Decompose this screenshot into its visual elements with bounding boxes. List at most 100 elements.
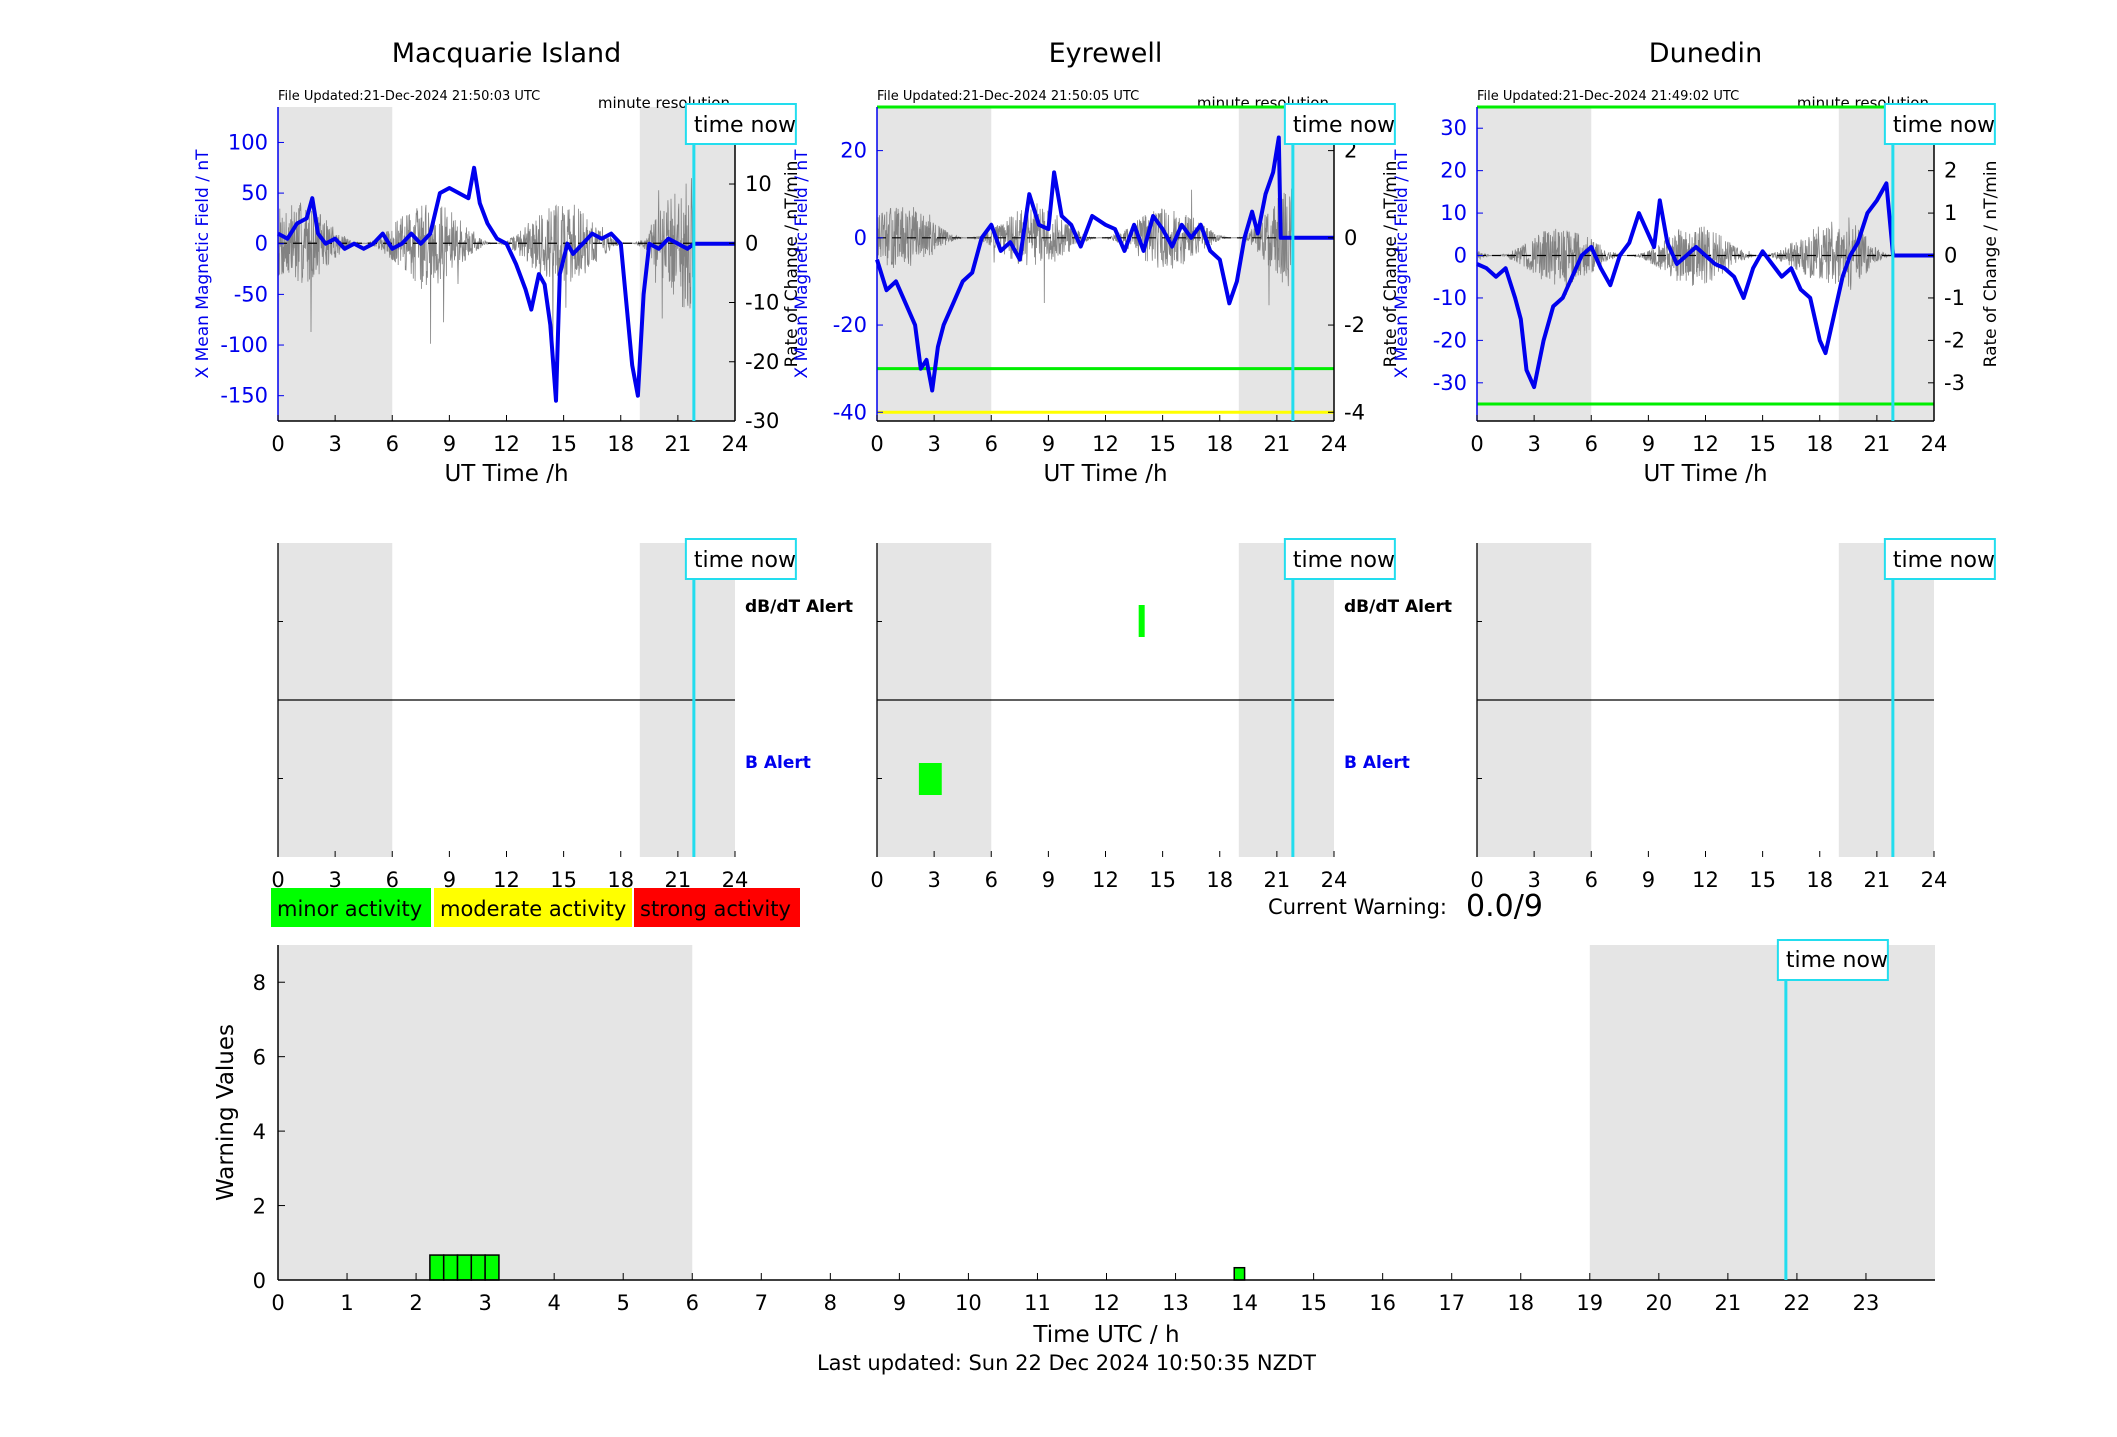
alert-x-tick-label: 12: [1692, 868, 1719, 892]
x-tick-label: 18: [1806, 432, 1833, 456]
alert-x-tick-label: 21: [1264, 868, 1291, 892]
alert-x-tick-label: 18: [1206, 868, 1233, 892]
y-tick-label-right: 0: [745, 231, 758, 255]
x-tick-label: 24: [1321, 432, 1348, 456]
x-tick-label: 24: [1921, 432, 1948, 456]
y-axis-label-right: Rate of Change / nT/min: [1381, 161, 1401, 368]
y-tick-label-left: 0: [255, 232, 268, 256]
night-band: [1838, 107, 1934, 421]
bottom-x-tick-label: 19: [1576, 1291, 1603, 1315]
bottom-x-tick-label: 21: [1715, 1291, 1742, 1315]
field-series: [277, 165, 735, 403]
y-tick-label-left: -30: [1433, 371, 1467, 395]
x-tick-label: 0: [271, 432, 284, 456]
legend-minor-label: minor activity: [277, 897, 422, 921]
x-tick-label: 12: [1092, 432, 1119, 456]
bottom-x-tick-label: 20: [1645, 1291, 1672, 1315]
x-axis-label: UT Time /h: [1643, 461, 1767, 487]
alert-x-tick-label: 9: [443, 868, 456, 892]
legend-moderate-swatch: [434, 888, 632, 927]
bottom-x-tick-label: 14: [1231, 1291, 1258, 1315]
x-tick-label: 6: [386, 432, 399, 456]
bottom-x-tick-label: 23: [1853, 1291, 1880, 1315]
alert-x-tick-label: 3: [927, 868, 940, 892]
y-axis-label-left: X Mean Magnetic Field / nT: [792, 149, 812, 379]
y-tick-label-left: 30: [1440, 116, 1467, 140]
warning-bar: [484, 1254, 500, 1281]
x-tick-label: 6: [985, 432, 998, 456]
alert-time-now-label: time now: [694, 548, 796, 573]
alert-x-tick-label: 3: [328, 868, 341, 892]
bottom-y-label-group: Warning Values: [213, 1024, 239, 1201]
y-tick-label-left: 20: [1440, 159, 1467, 183]
time-now-label: time now: [1893, 113, 1995, 138]
bottom-y-tick-label: 2: [253, 1195, 266, 1219]
time-now-box: [684, 103, 797, 145]
alert-x-tick-label: 15: [1149, 868, 1176, 892]
x-tick-label: 18: [1206, 432, 1233, 456]
y-tick-label-left: 10: [1440, 201, 1467, 225]
y-label-right-group: Rate of Change / nT/min: [782, 161, 802, 368]
alert-time-now-box: [684, 538, 797, 580]
alert-x-tick-label: 0: [870, 868, 883, 892]
bottom-x-tick-label: 15: [1300, 1291, 1327, 1315]
y-tick-label-left: 50: [241, 181, 268, 205]
warning-bar: [456, 1254, 473, 1281]
bottom-x-tick-label: 22: [1784, 1291, 1811, 1315]
y-axis-label-left: X Mean Magnetic Field / nT: [193, 149, 213, 379]
bottom-x-tick-label: 12: [1093, 1291, 1120, 1315]
x-tick-label: 12: [1692, 432, 1719, 456]
bottom-x-tick-label: 1: [340, 1291, 353, 1315]
bottom-y-tick-label: 0: [253, 1269, 266, 1293]
current-warning-label: Current Warning:: [1268, 895, 1447, 919]
file-updated-text: File Updated:21-Dec-2024 21:50:05 UTC: [877, 89, 1139, 104]
station-title: Dunedin: [1649, 38, 1762, 69]
y-tick-label-left: 100: [228, 130, 268, 154]
legend-strong-label: strong activity: [640, 897, 791, 921]
y-label-left-group: X Mean Magnetic Field / nT: [193, 149, 213, 379]
time-now-label: time now: [694, 113, 796, 138]
alert-x-tick-label: 0: [1470, 868, 1483, 892]
y-tick-label-left: -10: [1433, 286, 1467, 310]
y-tick-label-right: -4: [1344, 400, 1365, 424]
y-tick-label-right: -30: [745, 409, 779, 433]
x-tick-label: 18: [607, 432, 634, 456]
alert-x-tick-label: 9: [1642, 868, 1655, 892]
warning-bar: [1233, 1266, 1246, 1281]
bottom-x-tick-label: 10: [955, 1291, 982, 1315]
time-now-box: [1283, 103, 1396, 145]
b-alert-label: B Alert: [745, 753, 811, 773]
x-tick-label: 24: [722, 432, 749, 456]
y-label-left-group: X Mean Magnetic Field / nT: [1392, 149, 1412, 379]
dbdt-alert-label: dB/dT Alert: [1344, 597, 1452, 617]
legend-strong-swatch: [634, 888, 800, 927]
bottom-time-now-box: [1776, 939, 1889, 981]
bottom-x-tick-label: 16: [1369, 1291, 1396, 1315]
y-tick-label-right: 1: [1944, 201, 1957, 225]
rate-of-change-series: [1476, 217, 1893, 295]
bottom-x-tick-label: 9: [893, 1291, 906, 1315]
night-band: [278, 107, 393, 421]
bottom-x-axis-label: Time UTC / h: [1032, 1322, 1179, 1348]
y-tick-label-right: 0: [1944, 244, 1957, 268]
bottom-x-tick-label: 2: [409, 1291, 422, 1315]
x-axis-label: UT Time /h: [1043, 461, 1167, 487]
bottom-night-band: [1589, 945, 1935, 1280]
x-tick-label: 15: [1749, 432, 1776, 456]
y-tick-label-right: -3: [1944, 371, 1965, 395]
y-tick-label-left: -20: [1433, 328, 1467, 352]
x-tick-label: 15: [1149, 432, 1176, 456]
bottom-x-tick-label: 0: [271, 1291, 284, 1315]
x-tick-label: 3: [927, 432, 940, 456]
x-tick-label: 6: [1585, 432, 1598, 456]
warning-bar: [442, 1254, 459, 1281]
y-tick-label-right: -2: [1944, 328, 1965, 352]
dbdt-alert-mark: [1138, 605, 1145, 637]
alert-x-tick-label: 15: [1749, 868, 1776, 892]
alert-x-tick-label: 12: [1092, 868, 1119, 892]
bottom-y-tick-label: 4: [253, 1120, 266, 1144]
current-warning-value: 0.0/9: [1466, 889, 1543, 924]
bottom-x-tick-label: 11: [1024, 1291, 1051, 1315]
alert-x-tick-label: 24: [1921, 868, 1948, 892]
